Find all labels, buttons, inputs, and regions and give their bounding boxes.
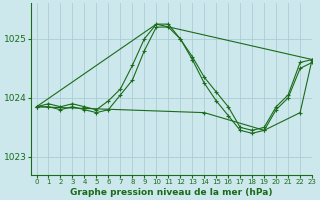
X-axis label: Graphe pression niveau de la mer (hPa): Graphe pression niveau de la mer (hPa)	[70, 188, 273, 197]
